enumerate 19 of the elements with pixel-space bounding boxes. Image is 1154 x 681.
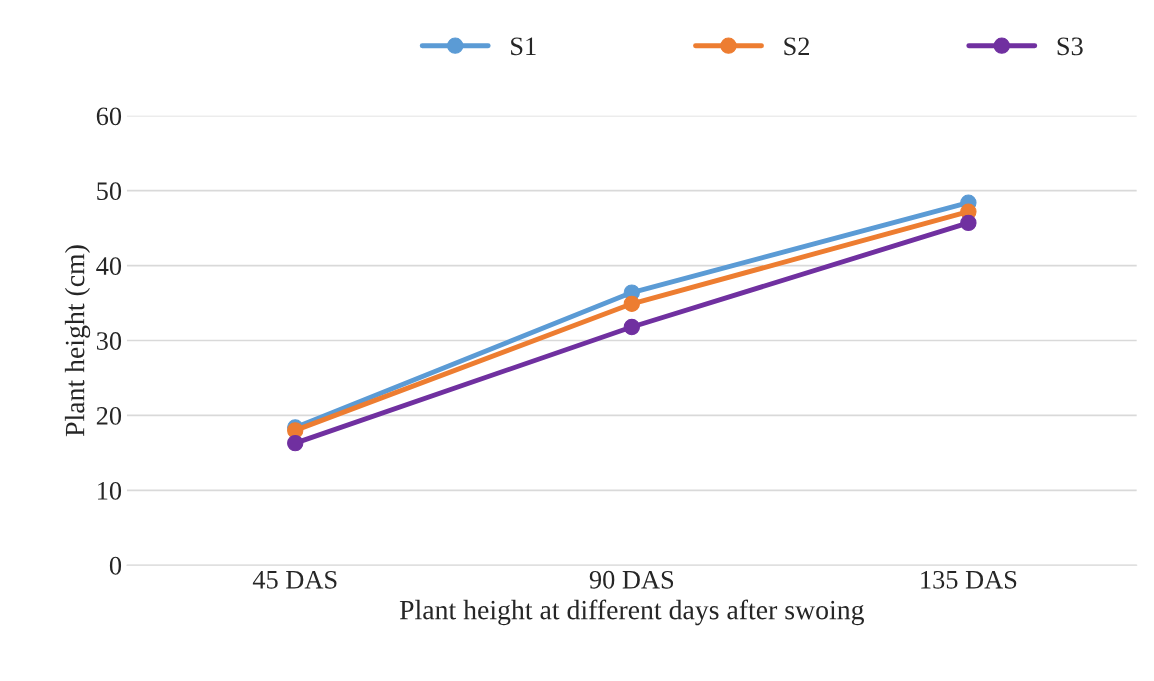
y-tick-label: 20 — [96, 407, 122, 425]
legend-label: S2 — [784, 37, 810, 56]
point — [960, 214, 977, 232]
y-tick-label: 0 — [109, 556, 122, 575]
x-tick-label: 90 DAS — [589, 570, 674, 589]
legend-label: S1 — [511, 37, 536, 56]
x-tick-label: 45 DAS — [252, 570, 337, 589]
y-tick-label: 40 — [96, 257, 122, 276]
y-tick-label: 60 — [96, 107, 122, 126]
point — [623, 318, 640, 336]
y-tick-label: 30 — [96, 332, 122, 350]
y-tick-label: 50 — [97, 182, 122, 201]
point — [623, 295, 640, 312]
x-axis-title: Plant height at different days after swoing — [399, 599, 864, 626]
x-tick-label: 135 DAS — [921, 570, 1017, 589]
legend-label: S3 — [1057, 37, 1083, 56]
y-axis-title: Plant height (cm) — [64, 245, 91, 437]
y-tick-label: 10 — [98, 481, 122, 500]
point — [287, 434, 304, 452]
